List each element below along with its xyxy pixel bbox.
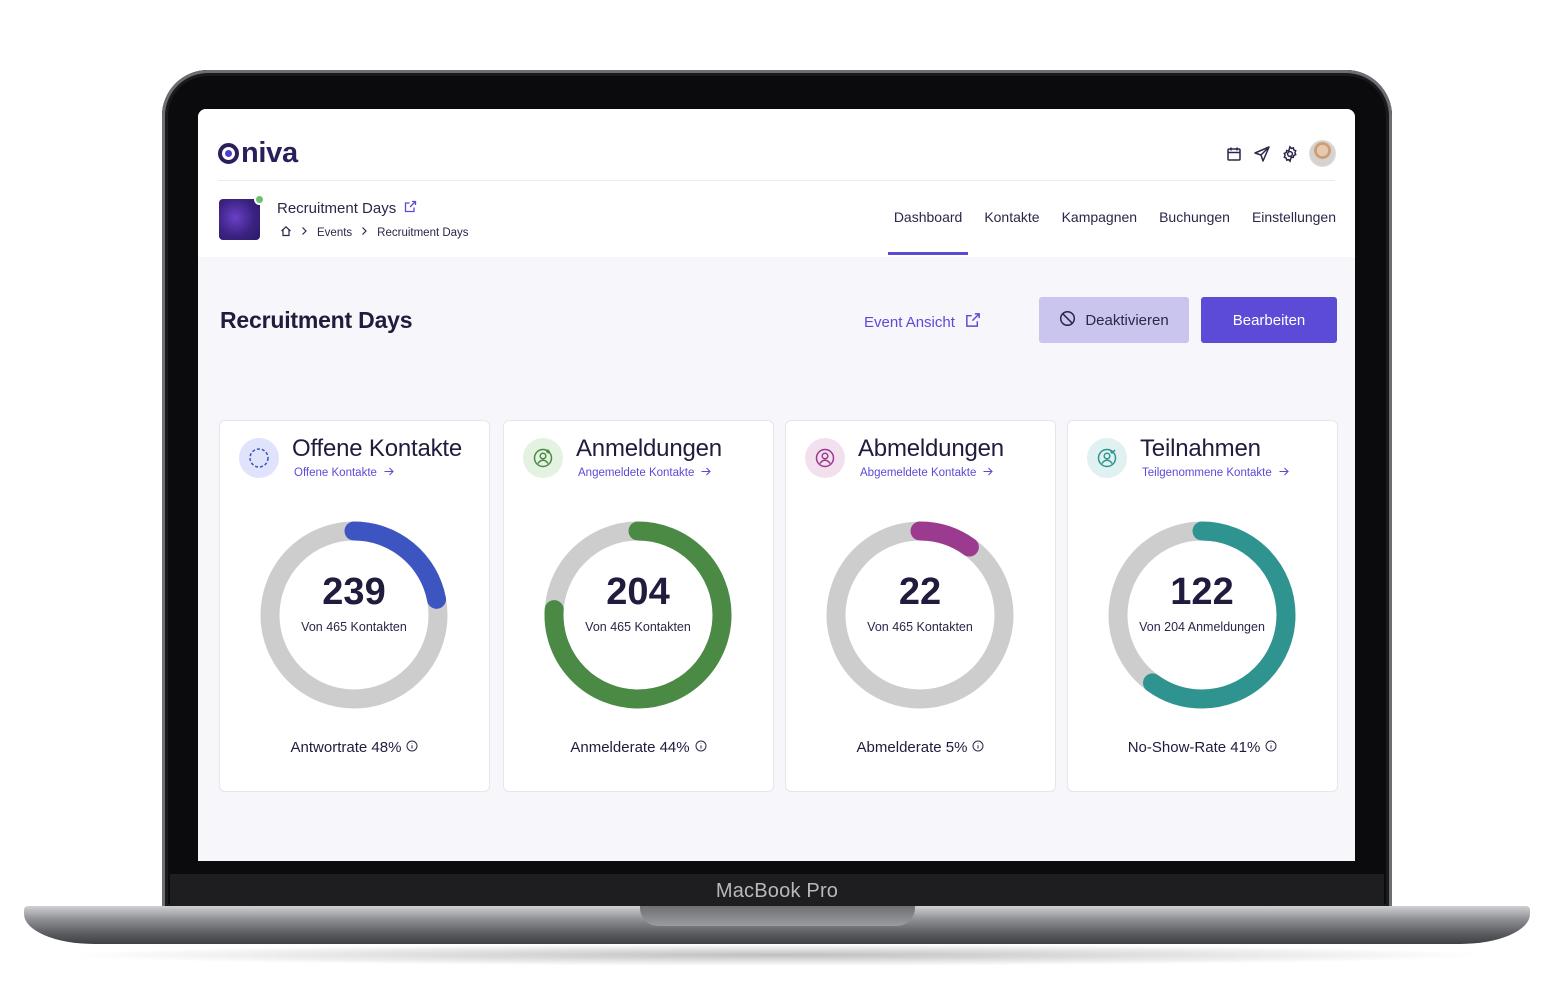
info-icon[interactable] [695, 739, 707, 756]
info-icon[interactable] [406, 739, 418, 756]
info-icon[interactable] [972, 739, 984, 756]
status-dot [254, 194, 265, 205]
breadcrumb: Events Recruitment Days [280, 225, 469, 240]
stat-card-offene-kontakte: Offene Kontakte Offene Kontakte 239 Von … [219, 420, 490, 792]
logo-text: niva [241, 137, 298, 169]
card-footer: Anmelderate 44% [504, 739, 773, 756]
rate-label: Abmelderate 5% [856, 739, 968, 756]
donut-chart [1108, 521, 1296, 709]
arrow-right-icon [384, 467, 394, 479]
gear-icon[interactable] [1281, 144, 1299, 163]
user-avatar[interactable] [1309, 140, 1336, 167]
laptop-chin [170, 874, 1384, 908]
donut-caption: Von 204 Anmeldungen [1139, 620, 1265, 634]
donut-caption: Von 465 Kontakten [867, 620, 973, 634]
external-link-icon [965, 312, 981, 332]
donut-track [826, 521, 1014, 709]
rate-label: No-Show-Rate 41% [1127, 739, 1261, 756]
donut-progress-arc [1108, 521, 1296, 709]
card-link[interactable]: Angemeldete Kontakte [578, 467, 712, 479]
ban-icon [1059, 310, 1076, 331]
logo-mark-icon [218, 143, 239, 164]
donut-value: 22 [898, 571, 942, 613]
laptop-shadow [60, 944, 1496, 966]
chevron-right-icon [301, 226, 308, 239]
event-name: Recruitment Days [277, 200, 397, 217]
donut-progress-arc [260, 521, 448, 709]
donut-caption: Von 465 Kontakten [301, 620, 407, 634]
card-footer: Antwortrate 48% [220, 739, 489, 756]
tab-einstellungen[interactable]: Einstellungen [1251, 209, 1336, 225]
page-title: Recruitment Days [220, 307, 413, 333]
event-view-label: Event Ansicht [864, 313, 955, 331]
tab-dashboard[interactable]: Dashboard [887, 209, 968, 255]
logo[interactable]: niva [218, 137, 298, 170]
top-icons [1225, 140, 1336, 167]
user-dashed-icon [239, 438, 279, 478]
send-icon[interactable] [1253, 145, 1271, 163]
arrow-right-icon [701, 467, 712, 479]
card-footer: No-Show-Rate 41% [1068, 739, 1337, 756]
stat-card-teilnahmen: Teilnahmen Teilgenommene Kontakte 122 Vo… [1067, 420, 1338, 792]
donut-value: 239 [322, 571, 386, 613]
card-link[interactable]: Abgemeldete Kontakte [860, 467, 994, 479]
user-minus-icon [805, 438, 845, 478]
card-link-label: Angemeldete Kontakte [578, 467, 695, 479]
donut-caption: Von 465 Kontakten [585, 620, 691, 634]
rate-label: Antwortrate 48% [290, 739, 402, 756]
breadcrumb-events[interactable]: Events [317, 226, 353, 239]
card-link-label: Offene Kontakte [294, 467, 377, 479]
card-footer: Abmelderate 5% [786, 739, 1055, 756]
tab-buchungen[interactable]: Buchungen [1159, 209, 1230, 225]
donut-chart [544, 521, 732, 709]
event-header: Recruitment Days [277, 200, 417, 217]
main-nav: Dashboard Kontakte Kampagnen Buchungen E… [887, 209, 1336, 255]
home-icon[interactable] [280, 225, 292, 240]
tab-kampagnen[interactable]: Kampagnen [1061, 209, 1138, 225]
rate-label: Anmelderate 44% [570, 739, 690, 756]
breadcrumb-current[interactable]: Recruitment Days [377, 226, 469, 239]
user-check-icon [1087, 438, 1127, 478]
tab-kontakte[interactable]: Kontakte [984, 209, 1040, 225]
card-link[interactable]: Teilgenommene Kontakte [1142, 467, 1289, 479]
external-link-icon[interactable] [404, 200, 417, 217]
event-thumbnail [219, 199, 260, 240]
event-view-link[interactable]: Event Ansicht [864, 312, 981, 332]
donut-chart [260, 521, 448, 709]
donut-progress-arc [544, 521, 732, 709]
arrow-right-icon [983, 467, 994, 479]
donut-value: 122 [1170, 571, 1234, 613]
top-bar: niva Recruitment Days [198, 109, 1355, 257]
card-title: Offene Kontakte [292, 435, 463, 462]
card-link-label: Teilgenommene Kontakte [1142, 467, 1272, 479]
card-title: Abmeldungen [858, 435, 1004, 462]
deactivate-button[interactable]: Deaktivieren [1039, 297, 1189, 343]
arrow-right-icon [1279, 467, 1289, 479]
stat-card-anmeldungen: Anmeldungen Angemeldete Kontakte 204 Von… [503, 420, 774, 792]
laptop-notch [640, 906, 915, 926]
card-link-label: Abgemeldete Kontakte [860, 467, 977, 479]
donut-value: 204 [606, 571, 670, 613]
calendar-icon[interactable] [1225, 145, 1243, 163]
app-screen: niva Recruitment Days [198, 109, 1355, 861]
chevron-right-icon [361, 226, 368, 239]
deactivate-label: Deaktivieren [1085, 311, 1169, 329]
edit-button[interactable]: Bearbeiten [1201, 297, 1337, 343]
card-link[interactable]: Offene Kontakte [294, 467, 394, 479]
model-label: MacBook Pro [715, 880, 839, 902]
donut-progress-arc [826, 521, 1014, 709]
stat-card-abmeldungen: Abmeldungen Abgemeldete Kontakte 22 Von … [785, 420, 1056, 792]
info-icon[interactable] [1265, 739, 1277, 756]
card-title: Teilnahmen [1140, 435, 1261, 462]
donut-chart [826, 521, 1014, 709]
card-title: Anmeldungen [576, 435, 722, 462]
user-plus-icon [523, 438, 563, 478]
header-divider [218, 180, 1335, 181]
